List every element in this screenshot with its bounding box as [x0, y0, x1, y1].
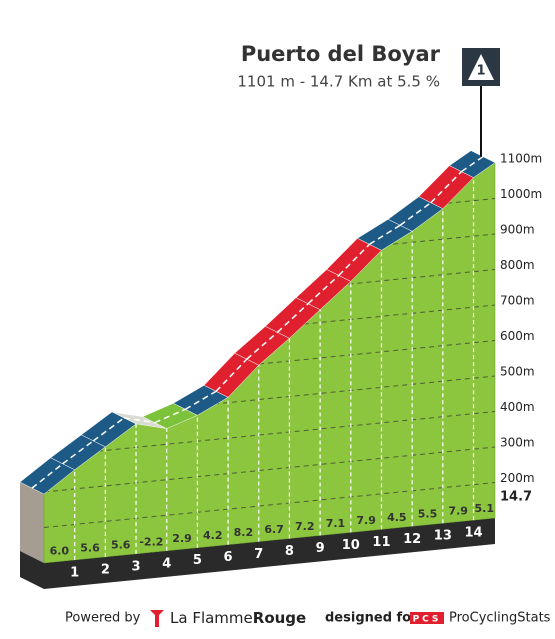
gradient-label: 5.5	[418, 508, 438, 521]
strip-dash	[399, 202, 432, 226]
gradient-label: 6.0	[50, 544, 70, 557]
base-band	[20, 518, 495, 589]
y-tick-label: 300m	[500, 436, 535, 450]
strip-dash	[276, 303, 309, 333]
strip-dash	[338, 243, 371, 276]
x-tick-label: 2	[101, 562, 110, 577]
gradient-label: 4.5	[387, 511, 407, 524]
pcs-logo: PCS	[413, 615, 442, 625]
x-tick-label: 7	[254, 547, 263, 562]
x-tick-label: 14.7	[500, 490, 532, 505]
strip-dash	[430, 171, 463, 204]
y-tick-label: 900m	[500, 223, 535, 237]
y-tick-label: 500m	[500, 365, 535, 379]
x-tick-label: 10	[342, 538, 360, 553]
brand-b: Rouge	[253, 609, 306, 627]
pcs-logo-box	[410, 612, 444, 624]
brand-a: La Flamme	[170, 609, 253, 627]
strip-dash	[369, 224, 401, 245]
footer: Powered by La FlammeRouge designed for P…	[65, 609, 551, 627]
gradient-label: -2.2	[139, 535, 163, 548]
strip-dash	[154, 408, 186, 424]
gradient-label: 7.1	[326, 517, 346, 530]
gradient-label: 2.9	[172, 532, 192, 545]
gradient-label: 7.2	[295, 520, 315, 533]
gradient-label: 8.2	[234, 526, 254, 539]
strip-dash	[62, 440, 94, 465]
gradient-label: 4.2	[203, 529, 223, 542]
category-label: 1	[476, 64, 485, 79]
strip-dash	[307, 274, 340, 305]
x-tick-label: 8	[285, 544, 294, 559]
x-tick-label: 6	[224, 550, 233, 565]
strip-dash	[123, 417, 155, 424]
x-tick-label: 12	[403, 532, 421, 547]
y-tick-label: 800m	[500, 258, 535, 272]
x-tick-label: 4	[162, 556, 171, 571]
x-tick-label: 14	[464, 526, 482, 541]
strip-dash	[185, 390, 217, 410]
chart-title: Puerto del Boyar	[241, 42, 441, 66]
y-tick-label: 600m	[500, 329, 535, 343]
y-tick-label: 1100m	[500, 152, 542, 166]
gradient-label: 6.7	[264, 523, 284, 536]
powered-by: Powered by	[65, 611, 141, 626]
strip-dash	[215, 358, 248, 392]
grid-line	[44, 482, 495, 528]
grid-line	[44, 446, 495, 493]
designed-for: designed for	[325, 611, 418, 626]
gradient-label: 5.6	[80, 541, 100, 554]
x-tick-label: 5	[193, 553, 202, 568]
gradient-label: 5.1	[475, 502, 495, 515]
grid-line	[44, 411, 495, 457]
strip-dash	[92, 417, 125, 442]
strip-dash	[31, 463, 64, 489]
x-tick-label: 1	[70, 565, 79, 580]
y-tick-label: 700m	[500, 294, 535, 308]
x-tick-label: 9	[316, 541, 325, 556]
gradient-label: 7.9	[356, 514, 376, 527]
chart-subtitle: 1101 m - 14.7 Km at 5.5 %	[237, 73, 440, 91]
strip-dash	[461, 156, 484, 173]
category-triangle	[468, 54, 494, 80]
gradient-label: 5.6	[111, 538, 131, 551]
brand: La FlammeRouge	[170, 609, 306, 627]
gradient-label: 7.9	[448, 505, 468, 518]
y-tick-label: 200m	[500, 471, 535, 485]
strip-dash	[246, 331, 278, 360]
x-tick-label: 11	[372, 535, 390, 550]
site-name: ProCyclingStats	[449, 611, 551, 626]
flame-logo	[150, 610, 164, 627]
side-face	[20, 482, 44, 563]
y-tick-label: 400m	[500, 400, 535, 414]
y-tick-label: 1000m	[500, 187, 542, 201]
x-tick-label: 13	[434, 529, 452, 544]
x-tick-label: 3	[132, 559, 141, 574]
